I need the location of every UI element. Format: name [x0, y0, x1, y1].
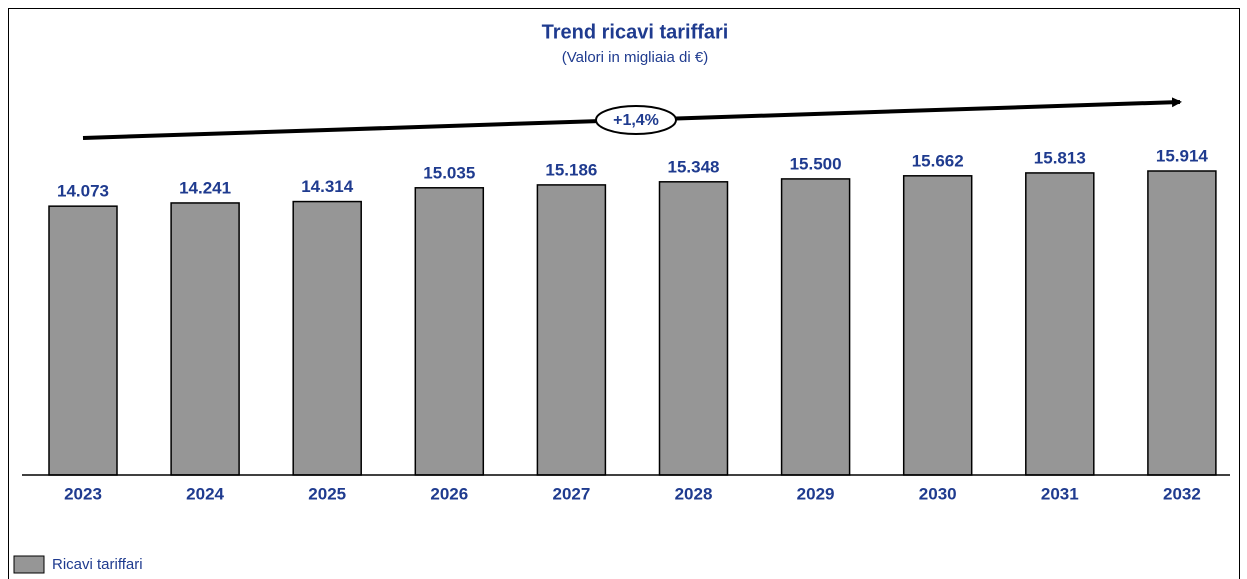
chart-subtitle: (Valori in migliaia di €) [562, 49, 708, 66]
bar [292, 200, 362, 476]
x-tick-label: 2025 [308, 484, 346, 503]
value-label: 15.914 [1156, 146, 1209, 165]
x-tick-label: 2026 [430, 484, 468, 503]
bar [1025, 172, 1095, 476]
annotation: +1,4% [613, 112, 659, 129]
value-label: 15.662 [912, 151, 964, 170]
value-label: 14.314 [301, 177, 354, 196]
bar [780, 178, 851, 476]
legend-swatch [13, 555, 45, 574]
x-tick-label: 2027 [552, 484, 590, 503]
bar [170, 202, 240, 476]
x-tick-label: 2024 [186, 484, 224, 503]
x-tick-label: 2028 [675, 484, 713, 503]
bar [1147, 170, 1217, 476]
chart-title: Trend ricavi tariffari [542, 21, 729, 43]
x-tick-label: 2031 [1041, 484, 1079, 503]
bar [658, 181, 729, 476]
value-label: 15.348 [668, 157, 720, 176]
value-label: 14.073 [57, 182, 109, 201]
bar [902, 175, 973, 476]
value-label: 14.241 [179, 178, 231, 197]
value-label: 15.186 [545, 160, 597, 179]
value-label: 15.035 [423, 163, 475, 182]
bar [536, 184, 607, 476]
bar [414, 187, 485, 476]
annotation-badge [595, 105, 677, 135]
value-label: 15.813 [1034, 148, 1086, 167]
value-label: 15.500 [790, 154, 842, 173]
bar [48, 205, 118, 476]
x-tick-label: 2029 [797, 484, 835, 503]
x-tick-label: 2032 [1163, 484, 1201, 503]
x-tick-label: 2030 [919, 484, 957, 503]
legend-label: Ricavi tariffari [52, 556, 143, 573]
x-tick-label: 2023 [64, 484, 102, 503]
